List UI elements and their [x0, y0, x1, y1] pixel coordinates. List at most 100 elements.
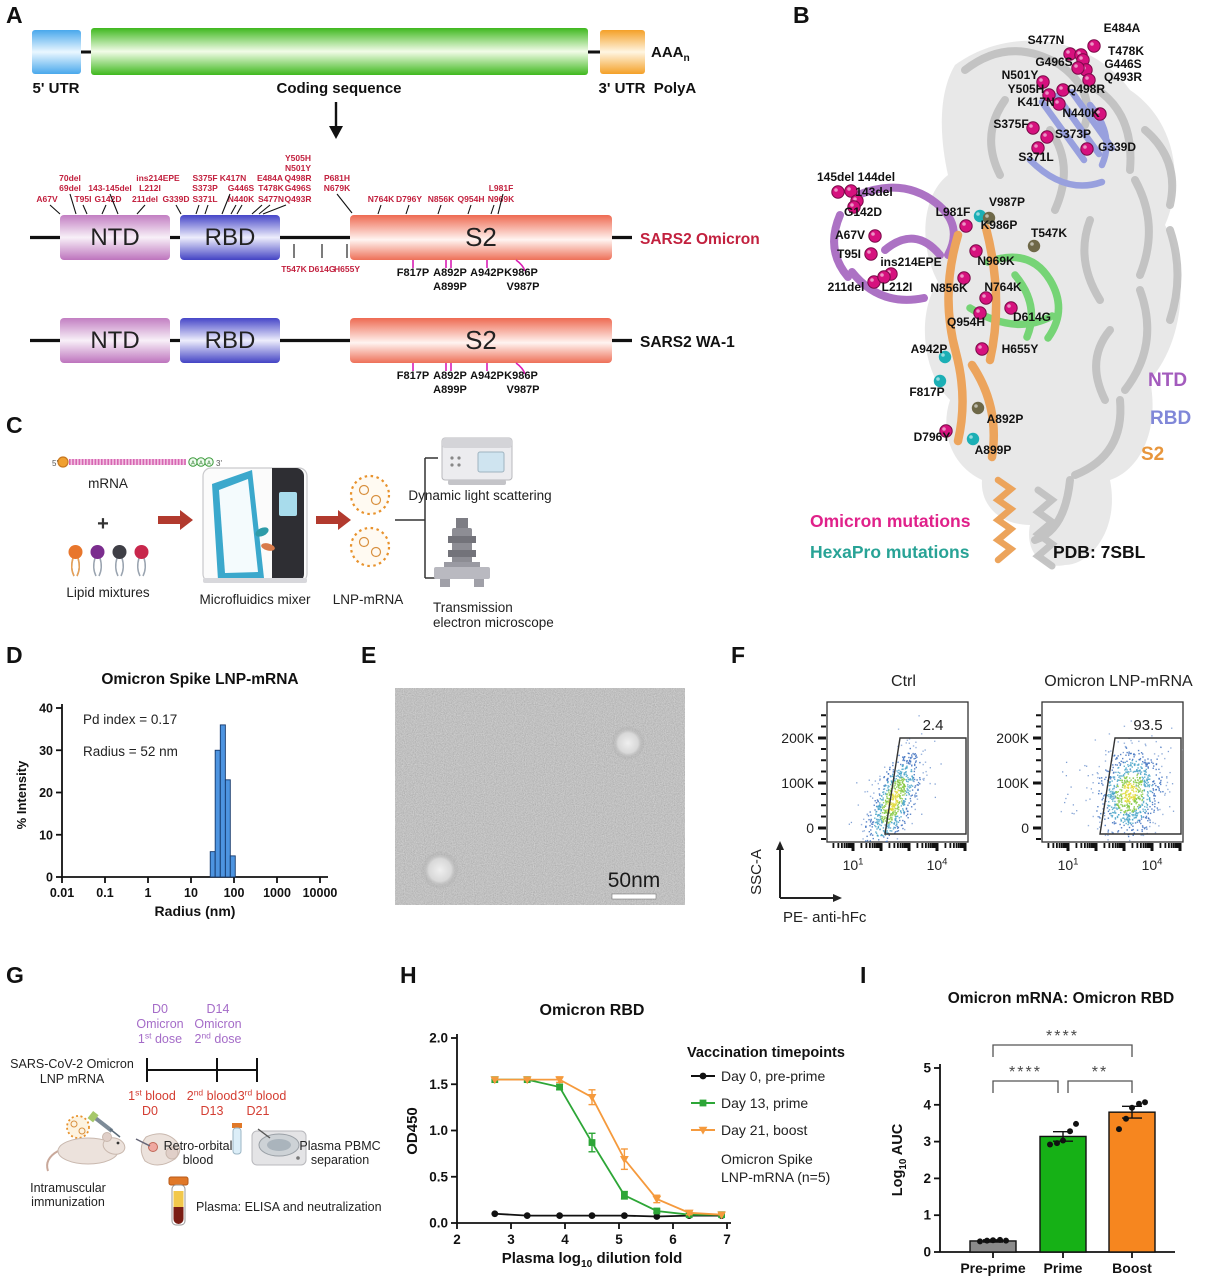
scatter-dot: [897, 761, 899, 763]
scatter-dot: [899, 801, 901, 803]
scatter-dot: [902, 801, 904, 803]
scatter-dot: [1130, 824, 1133, 826]
scatter-dot: [1065, 775, 1068, 777]
scatter-dot: [884, 792, 887, 795]
structure-mutation-label: K417N: [1017, 95, 1054, 109]
scatter-dot: [886, 814, 888, 817]
scatter-dot: [1143, 789, 1146, 791]
scatter-dot: [1151, 735, 1153, 737]
scatter-dot: [1137, 812, 1139, 814]
scatter-dot: [1144, 808, 1146, 811]
scatter-dot: [911, 794, 914, 796]
scatter-dot: [1126, 780, 1128, 782]
scatter-dot: [1135, 802, 1137, 805]
scatter-dot: [899, 797, 902, 800]
schedule-text: SARS-CoV-2 Omicron: [10, 1057, 134, 1071]
scatter-dot: [1130, 785, 1133, 787]
scatter-dot: [1167, 750, 1170, 753]
scatter-dot: [1169, 806, 1171, 808]
series-triangle-down: [490, 1076, 726, 1220]
structure-mutation-label: G446S: [1104, 57, 1141, 71]
scatter-dot: [1127, 787, 1130, 789]
scatter-dot: [895, 801, 897, 803]
scatter-dot: [1127, 765, 1130, 768]
scatter-dot: [892, 808, 895, 810]
sphere-highlight: [834, 188, 838, 192]
scatter-dot: [912, 752, 914, 755]
coding-box: [91, 28, 588, 75]
scatter-dot: [1123, 785, 1126, 788]
scatter-dot: [875, 802, 878, 804]
scatter-dot: [877, 839, 880, 841]
sphere-highlight: [1085, 76, 1089, 80]
scatter-dot: [916, 756, 918, 758]
scatter-dot: [1131, 789, 1133, 791]
structure-mutation-label: L981F: [936, 205, 971, 219]
scatter-dot: [882, 820, 884, 822]
mutation-label: N679K: [324, 183, 351, 193]
scatter-dot: [1123, 782, 1126, 784]
scatter-dot: [1133, 800, 1135, 802]
rbd-label: RBD: [205, 327, 256, 354]
scatter-dot: [919, 783, 921, 785]
scatter-dot: [888, 823, 891, 825]
scatter-dot: [1097, 776, 1099, 779]
scatter-dot: [907, 776, 909, 779]
scatter-dot: [1151, 801, 1154, 804]
scatter-dot: [902, 758, 905, 761]
pdb-id-label: PDB: 7SBL: [1053, 542, 1146, 562]
scatter-dot: [905, 742, 907, 744]
scatter-dot: [866, 813, 869, 815]
scatter-dot: [1117, 831, 1119, 833]
scatter-dot: [903, 811, 906, 814]
scatter-dot: [887, 773, 890, 775]
scatter-dot: [1141, 763, 1143, 765]
scatter-dot: [1115, 790, 1117, 793]
scatter-dot: [900, 771, 903, 773]
structure-mutation-label: Q493R: [1104, 70, 1142, 84]
scatter-dot: [892, 813, 895, 815]
scatter-dot: [912, 745, 915, 747]
scatter-dot: [899, 784, 901, 786]
scatter-dot: [1115, 803, 1118, 805]
scatter-dot: [904, 828, 906, 831]
scatter-dot: [912, 780, 914, 782]
scatter-dot: [1110, 793, 1112, 795]
scatter-dot: [882, 818, 885, 821]
scatter-dot: [1143, 770, 1145, 772]
scatter-dot: [1073, 813, 1075, 815]
scatter-dot: [904, 800, 906, 803]
scatter-dot: [877, 818, 879, 821]
scatter-dot: [1114, 803, 1116, 805]
panel-letter-h: H: [400, 962, 417, 988]
scatter-dot: [1116, 764, 1118, 766]
scatter-dot: [1116, 794, 1119, 796]
scatter-dot: [1116, 816, 1119, 819]
scatter-dot: [892, 762, 894, 764]
scatter-dot: [913, 770, 916, 773]
x-axis-label: Plasma log10 dilution fold: [502, 1250, 683, 1270]
scatter-dot: [1129, 815, 1131, 818]
scatter-dot: [1150, 790, 1152, 793]
scatter-dot: [1147, 774, 1150, 777]
scatter-dot: [1137, 772, 1139, 774]
scatter-dot: [1146, 828, 1148, 830]
scatter-dot: [899, 777, 901, 779]
structure-mutation-label: D614G: [1013, 310, 1051, 324]
scatter-dot: [913, 780, 915, 783]
scatter-dot: [905, 767, 907, 770]
scatter-dot: [1116, 780, 1119, 782]
scatter-dot: [909, 813, 912, 815]
scatter-dot: [925, 770, 927, 773]
scatter-dot: [896, 794, 898, 797]
scatter-dot: [896, 791, 898, 793]
scatter-dot: [896, 808, 899, 810]
scatter-dot: [1111, 798, 1113, 800]
scatter-dot: [1135, 760, 1137, 763]
scatter-dot: [1143, 779, 1146, 782]
scatter-dot: [1146, 803, 1149, 806]
scatter-dot: [907, 778, 910, 781]
scatter-dot: [1129, 798, 1131, 800]
